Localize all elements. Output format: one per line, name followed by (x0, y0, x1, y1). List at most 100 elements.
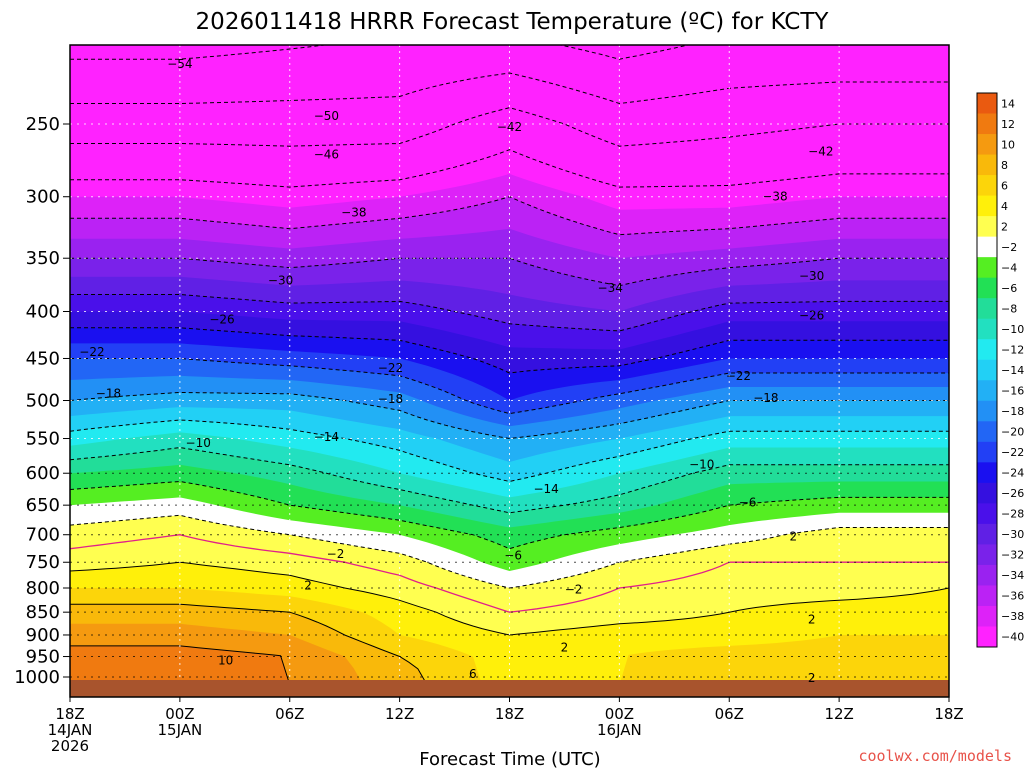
isotherm-line (70, 480, 949, 550)
contour-label: −6 (504, 548, 522, 562)
x-tick-label: 12Z (385, 705, 414, 723)
y-tick-label: 550 (26, 429, 60, 450)
colorbar-swatch (977, 257, 997, 279)
colorbar-tick-label: −4 (1001, 261, 1017, 274)
y-tick-label: 650 (26, 495, 60, 516)
contour-label: −2 (565, 582, 583, 596)
colorbar-tick-label: 8 (1001, 159, 1008, 172)
contour-label: −42 (808, 145, 833, 159)
contour-label: 6 (469, 667, 477, 681)
colorbar-swatch (977, 113, 997, 135)
contour-label: −50 (314, 109, 339, 123)
y-tick-label: 500 (26, 391, 60, 412)
x-tick-label: 15JAN (158, 721, 203, 739)
colorbar-tick-label: −30 (1001, 528, 1024, 541)
isotherm-line (70, 391, 949, 440)
isotherm-line (70, 257, 949, 287)
contour-label: −18 (378, 392, 403, 406)
colorbar-swatch (977, 134, 997, 156)
colorbar-swatch (977, 154, 997, 176)
x-tick-label: 18Z (934, 705, 963, 723)
colorbar-swatch (977, 318, 997, 340)
contour-label: −22 (378, 361, 403, 375)
colorbar-tick-label: −12 (1001, 343, 1024, 356)
colorbar-tick-label: −38 (1001, 610, 1024, 623)
colorbar-swatch (977, 503, 997, 525)
colorbar-tick-label: −36 (1001, 590, 1024, 603)
y-axis: 2503003504004505005506006507007508008509… (14, 114, 70, 688)
y-tick-label: 850 (26, 602, 60, 623)
colorbar-tick-label: −10 (1001, 323, 1024, 336)
contour-label: −6 (739, 496, 757, 510)
colorbar-tick-label: −8 (1001, 302, 1017, 315)
colorbar-swatch (977, 523, 997, 545)
isotherm-line (70, 327, 949, 374)
colorbar-tick-label: −40 (1001, 631, 1024, 644)
isotherm-line (70, 446, 949, 514)
colorbar-tick-label: −2 (1001, 241, 1017, 254)
colorbar-swatch (977, 277, 997, 299)
colorbar-swatch (977, 339, 997, 361)
contour-label: −30 (799, 269, 824, 283)
y-tick-label: 350 (26, 248, 60, 269)
contour-label: −42 (497, 120, 522, 134)
contour-label: −38 (341, 205, 366, 219)
colorbar-swatch (977, 216, 997, 238)
contour-label: 2 (808, 613, 816, 627)
y-tick-label: 1000 (14, 667, 60, 688)
isotherm-line (70, 107, 949, 147)
contour-label: 2 (561, 641, 569, 655)
freezing-line (70, 534, 949, 613)
contour-label: −22 (79, 345, 104, 359)
colorbar-tick-label: −32 (1001, 549, 1024, 562)
colorbar-swatch (977, 195, 997, 217)
contour-label: −10 (689, 457, 714, 471)
contour-label: −10 (186, 436, 211, 450)
colorbar-tick-label: 10 (1001, 138, 1015, 151)
colorbar-swatch (977, 175, 997, 197)
colorbar-tick-label: −14 (1001, 364, 1024, 377)
colorbar-tick-label: 2 (1001, 220, 1008, 233)
y-tick-label: 250 (26, 114, 60, 135)
isotherm-contours (70, 45, 949, 686)
colorbar-swatch (977, 421, 997, 443)
colorbar-swatch (977, 93, 997, 115)
contour-label: 10 (218, 654, 233, 668)
colorbar: 14 12 10 8 6 4 2 −2 −4 −6 −8 −10 −12 −14 −16 −18 −20 −22 −… (976, 92, 1024, 648)
contour-label: −38 (762, 190, 787, 204)
contour-label: −54 (167, 57, 192, 71)
contour-label: 2 (808, 671, 816, 685)
surface-strip (70, 680, 949, 697)
colorbar-tick-label: −22 (1001, 446, 1024, 459)
contour-label: −34 (598, 281, 623, 295)
grid-lines (70, 45, 949, 697)
colorbar-swatch (977, 605, 997, 627)
contour-label: −14 (314, 430, 339, 444)
colorbar-swatch (977, 236, 997, 258)
y-tick-label: 450 (26, 348, 60, 369)
x-tick-label: 14JAN (48, 721, 93, 739)
isotherm-line (70, 149, 949, 188)
colorbar-tick-label: 14 (1001, 97, 1015, 110)
colorbar-tick-label: 6 (1001, 179, 1008, 192)
x-tick-label: 06Z (275, 705, 304, 723)
contour-label: −18 (753, 391, 778, 405)
x-tick-label: 18Z (495, 705, 524, 723)
isotherm-line (70, 419, 949, 483)
colorbar-tick-label: −20 (1001, 426, 1024, 439)
chart-title: 2026011418 HRRR Forecast Temperature (ºC… (196, 9, 830, 35)
colorbar-swatch (977, 544, 997, 566)
isotherm-line (70, 514, 949, 589)
colorbar-tick-label: 4 (1001, 200, 1008, 213)
contour-label: −14 (533, 482, 558, 496)
isotherm-line (70, 72, 949, 105)
colorbar-tick-label: −24 (1001, 467, 1024, 480)
y-tick-label: 750 (26, 552, 60, 573)
contour-label: −30 (268, 273, 293, 287)
plot-area: −54−50−46−42−42−38−38−34−30 −30−26 −26−22−… (69, 44, 950, 698)
colorbar-tick-label: 12 (1001, 118, 1015, 131)
contour-label: −26 (209, 312, 234, 326)
contour-label: −18 (96, 386, 121, 400)
